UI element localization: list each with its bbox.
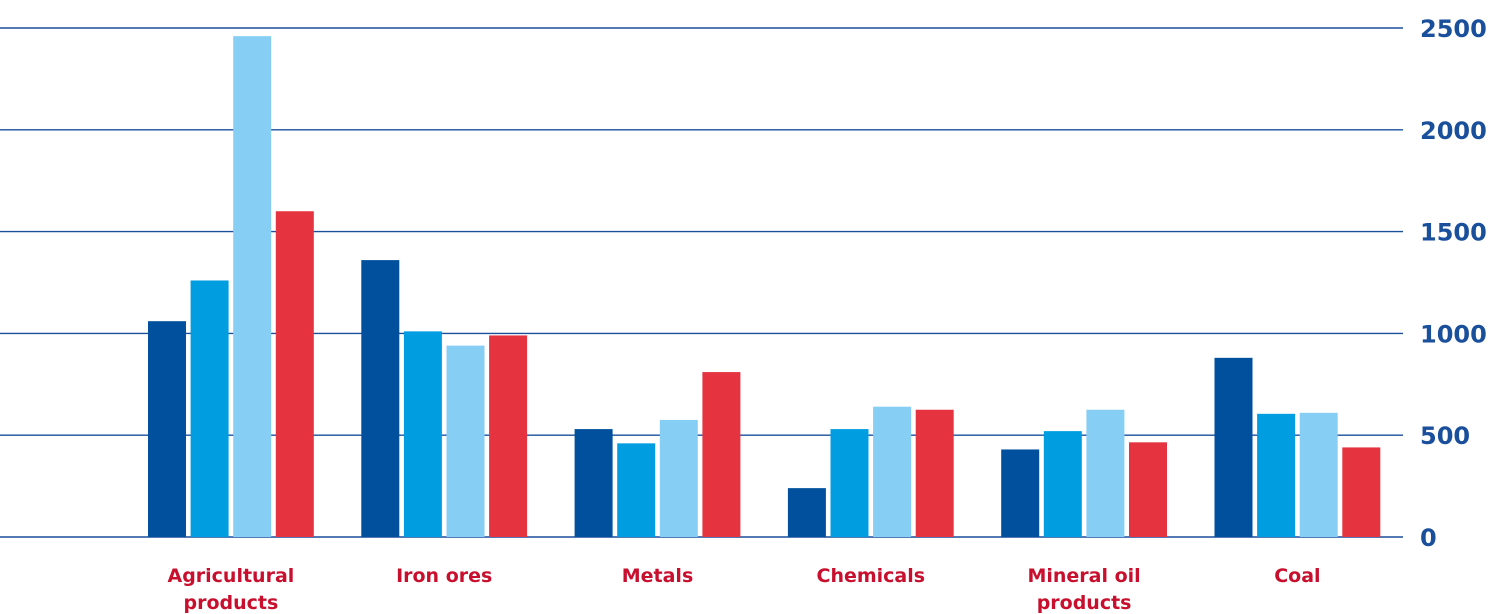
bar-1-0	[361, 260, 400, 537]
bar-1-2	[446, 345, 485, 537]
category-label: Chemicals	[817, 565, 926, 587]
bar-5-2	[1299, 412, 1338, 537]
bar-1-3	[489, 335, 528, 537]
category-label: Metals	[622, 565, 694, 587]
bar-5-0	[1214, 357, 1253, 537]
category-label: Iron ores	[396, 565, 492, 587]
bar-2-3	[702, 372, 741, 537]
bar-0-0	[148, 321, 186, 537]
bar-3-0	[787, 488, 826, 537]
y-tick-label: 1000	[1420, 320, 1487, 348]
bar-4-0	[1001, 449, 1040, 537]
bar-2-0	[574, 429, 613, 537]
bar-5-1	[1257, 413, 1296, 537]
bar-4-3	[1129, 442, 1167, 537]
bar-2-1	[617, 443, 656, 537]
category-label: Coal	[1274, 565, 1320, 587]
bar-3-2	[873, 406, 912, 537]
bar-4-2	[1086, 409, 1125, 537]
category-label: Agricultural products	[167, 565, 294, 614]
bar-5-3	[1342, 447, 1381, 537]
y-tick-label: 2500	[1420, 15, 1487, 43]
bar-3-3	[915, 409, 954, 537]
bar-0-3	[275, 211, 314, 538]
bar-0-2	[233, 36, 272, 537]
y-tick-label: 0	[1420, 524, 1437, 552]
y-tick-label: 2000	[1420, 117, 1487, 145]
bar-1-1	[403, 331, 442, 537]
bar-3-1	[830, 429, 869, 537]
category-labels: Agricultural products Iron ores Metals Chemi…	[167, 565, 1320, 614]
category-label: Mineral oil products	[1027, 565, 1140, 614]
bar-0-1	[190, 280, 229, 537]
y-tick-label: 1500	[1420, 219, 1487, 247]
bar-4-1	[1043, 431, 1082, 537]
y-axis-tick-labels: 0 500 1000 1500 2000 2500	[1420, 15, 1487, 552]
bar-2-2	[659, 419, 698, 537]
bars	[148, 36, 1381, 538]
y-tick-label: 500	[1420, 422, 1470, 450]
